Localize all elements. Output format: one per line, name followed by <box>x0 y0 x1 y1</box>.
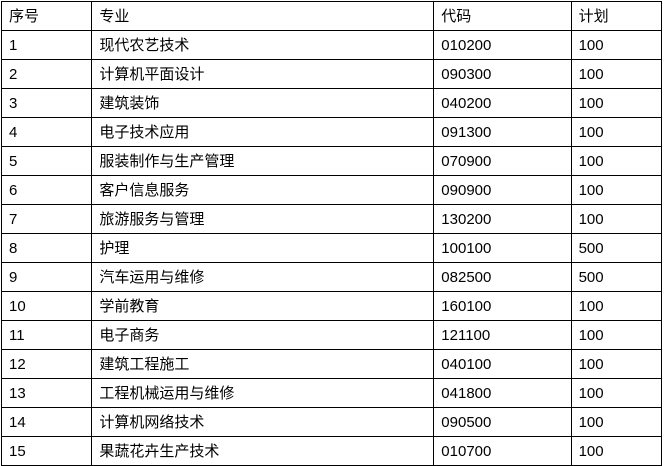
major-name-cell: 电子商务 <box>91 320 435 350</box>
major-code-cell: 090500 <box>433 407 572 437</box>
serial-number-cell: 7 <box>0 204 93 234</box>
major-code-cell: 121100 <box>433 320 572 350</box>
table-row: 14 计算机网络技术 090500 100 <box>0 407 663 437</box>
serial-number-cell: 12 <box>0 349 93 379</box>
table-body: 1 现代农艺技术 010200 100 2 计算机平面设计 090300 100 3 建筑装饰 04… <box>0 30 663 466</box>
plan-count-cell: 100 <box>570 378 663 408</box>
major-code-cell: 100100 <box>433 233 572 263</box>
major-name-cell: 电子技术应用 <box>91 117 435 147</box>
major-name-cell: 计算机平面设计 <box>91 59 435 89</box>
major-name-cell: 计算机网络技术 <box>91 407 435 437</box>
major-name-cell: 建筑工程施工 <box>91 349 435 379</box>
table-row: 6 客户信息服务 090900 100 <box>0 175 663 205</box>
major-name-cell: 旅游服务与管理 <box>91 204 435 234</box>
major-name-cell: 服装制作与生产管理 <box>91 146 435 176</box>
major-code-cell: 040200 <box>433 88 572 118</box>
header-cell-plan: 计划 <box>570 1 663 31</box>
major-code-cell: 010700 <box>433 436 572 466</box>
header-cell-major: 专业 <box>91 1 435 31</box>
serial-number-cell: 4 <box>0 117 93 147</box>
plan-count-cell: 100 <box>570 175 663 205</box>
table-row: 1 现代农艺技术 010200 100 <box>0 30 663 60</box>
serial-number-cell: 9 <box>0 262 93 292</box>
plan-count-cell: 100 <box>570 146 663 176</box>
major-code-cell: 090900 <box>433 175 572 205</box>
major-name-cell: 汽车运用与维修 <box>91 262 435 292</box>
major-name-cell: 客户信息服务 <box>91 175 435 205</box>
table-row: 12 建筑工程施工 040100 100 <box>0 349 663 379</box>
table-row: 5 服装制作与生产管理 070900 100 <box>0 146 663 176</box>
major-code-cell: 010200 <box>433 30 572 60</box>
serial-number-cell: 13 <box>0 378 93 408</box>
plan-count-cell: 100 <box>570 88 663 118</box>
major-code-cell: 090300 <box>433 59 572 89</box>
plan-count-cell: 100 <box>570 407 663 437</box>
serial-number-cell: 8 <box>0 233 93 263</box>
table-row: 7 旅游服务与管理 130200 100 <box>0 204 663 234</box>
major-name-cell: 果蔬花卉生产技术 <box>91 436 435 466</box>
header-row: 序号 专业 代码 计划 <box>0 1 663 31</box>
major-code-cell: 082500 <box>433 262 572 292</box>
header-cell-serial-number: 序号 <box>0 1 93 31</box>
serial-number-cell: 11 <box>0 320 93 350</box>
plan-count-cell: 500 <box>570 262 663 292</box>
serial-number-cell: 15 <box>0 436 93 466</box>
major-name-cell: 现代农艺技术 <box>91 30 435 60</box>
serial-number-cell: 3 <box>0 88 93 118</box>
plan-count-cell: 100 <box>570 117 663 147</box>
plan-count-cell: 100 <box>570 436 663 466</box>
major-code-cell: 041800 <box>433 378 572 408</box>
plan-count-cell: 100 <box>570 30 663 60</box>
serial-number-cell: 1 <box>0 30 93 60</box>
major-code-cell: 040100 <box>433 349 572 379</box>
table-row: 4 电子技术应用 091300 100 <box>0 117 663 147</box>
table-row: 2 计算机平面设计 090300 100 <box>0 59 663 89</box>
plan-count-cell: 100 <box>570 204 663 234</box>
header-cell-code: 代码 <box>433 1 572 31</box>
table-row: 13 工程机械运用与维修 041800 100 <box>0 378 663 408</box>
plan-count-cell: 500 <box>570 233 663 263</box>
plan-count-cell: 100 <box>570 320 663 350</box>
serial-number-cell: 14 <box>0 407 93 437</box>
table-row: 3 建筑装饰 040200 100 <box>0 88 663 118</box>
major-name-cell: 学前教育 <box>91 291 435 321</box>
major-name-cell: 建筑装饰 <box>91 88 435 118</box>
major-name-cell: 工程机械运用与维修 <box>91 378 435 408</box>
major-code-cell: 070900 <box>433 146 572 176</box>
serial-number-cell: 10 <box>0 291 93 321</box>
major-code-cell: 160100 <box>433 291 572 321</box>
major-code-cell: 091300 <box>433 117 572 147</box>
plan-count-cell: 100 <box>570 59 663 89</box>
table-row: 8 护理 100100 500 <box>0 233 663 263</box>
serial-number-cell: 5 <box>0 146 93 176</box>
serial-number-cell: 6 <box>0 175 93 205</box>
table-row: 15 果蔬花卉生产技术 010700 100 <box>0 436 663 466</box>
table-row: 11 电子商务 121100 100 <box>0 320 663 350</box>
plan-count-cell: 100 <box>570 291 663 321</box>
major-name-cell: 护理 <box>91 233 435 263</box>
plan-count-cell: 100 <box>570 349 663 379</box>
major-code-cell: 130200 <box>433 204 572 234</box>
table-row: 9 汽车运用与维修 082500 500 <box>0 262 663 292</box>
serial-number-cell: 2 <box>0 59 93 89</box>
table-row: 10 学前教育 160100 100 <box>0 291 663 321</box>
